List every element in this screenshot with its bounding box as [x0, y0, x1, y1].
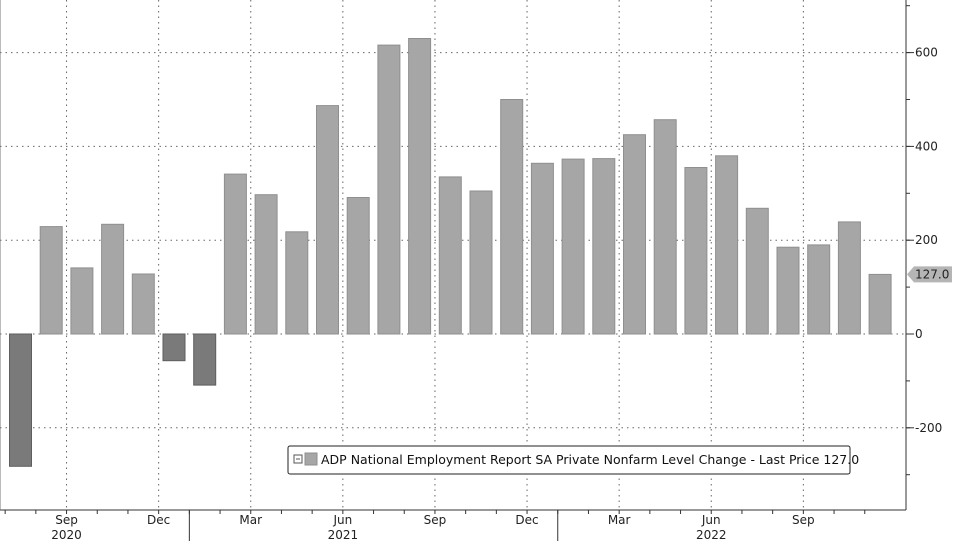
- y-tick-label: 0: [915, 327, 923, 341]
- y-tick-label: 400: [915, 139, 938, 153]
- bar: [837, 221, 861, 335]
- bar: [530, 162, 554, 335]
- bar: [623, 134, 646, 335]
- bar: [9, 333, 32, 467]
- legend-label: ADP National Employment Report SA Privat…: [321, 452, 859, 467]
- bar: [193, 333, 217, 386]
- bar: [807, 244, 831, 335]
- last-price-tag: 127.0: [907, 266, 952, 283]
- bars: [9, 38, 892, 467]
- bar: [162, 333, 186, 362]
- bar: [408, 38, 432, 335]
- bar: [469, 190, 493, 335]
- bar: [70, 267, 94, 335]
- legend: ADP National Employment Report SA Privat…: [287, 445, 859, 475]
- bar: [592, 158, 616, 335]
- y-tick-label: 600: [915, 46, 938, 60]
- y-tick-label: -200: [915, 421, 942, 435]
- x-year-label: 2022: [696, 528, 727, 541]
- bar: [868, 273, 892, 335]
- bar: [285, 231, 309, 335]
- axes: [0, 0, 907, 511]
- x-tick-label: Dec: [147, 513, 170, 527]
- last-price-tag-shape: [907, 266, 952, 283]
- last-price-label: 127.0: [915, 267, 949, 281]
- x-year-label: 2020: [51, 528, 82, 541]
- x-tick-label: Dec: [515, 513, 538, 527]
- bar: [500, 99, 524, 335]
- x-tick-label: Mar: [239, 513, 262, 527]
- bar: [39, 226, 63, 335]
- bar: [346, 197, 370, 335]
- y-tick-label: 200: [915, 233, 938, 247]
- x-year-label: 2021: [328, 528, 359, 541]
- x-tick-label: Sep: [792, 513, 815, 527]
- x-tick-label: Jun: [701, 513, 721, 527]
- bar: [377, 44, 401, 335]
- bar: [776, 246, 800, 335]
- bar: [101, 223, 125, 335]
- bar: [438, 176, 462, 335]
- bar: [316, 105, 339, 335]
- x-tick-label: Mar: [608, 513, 631, 527]
- bar: [561, 158, 585, 335]
- bar: [715, 155, 739, 335]
- legend-box: [287, 445, 851, 475]
- x-tick-label: Sep: [55, 513, 78, 527]
- legend-swatch: [304, 452, 318, 466]
- y-axis-ticks: 600 400 200 0 -200: [906, 5, 942, 476]
- bar: [131, 273, 155, 335]
- x-tick-label: Jun: [332, 513, 352, 527]
- x-tick-label: Sep: [424, 513, 447, 527]
- bar: [254, 194, 278, 335]
- bar: [684, 167, 708, 335]
- bar: [745, 207, 769, 335]
- bar: [653, 119, 677, 335]
- bar: [223, 173, 247, 335]
